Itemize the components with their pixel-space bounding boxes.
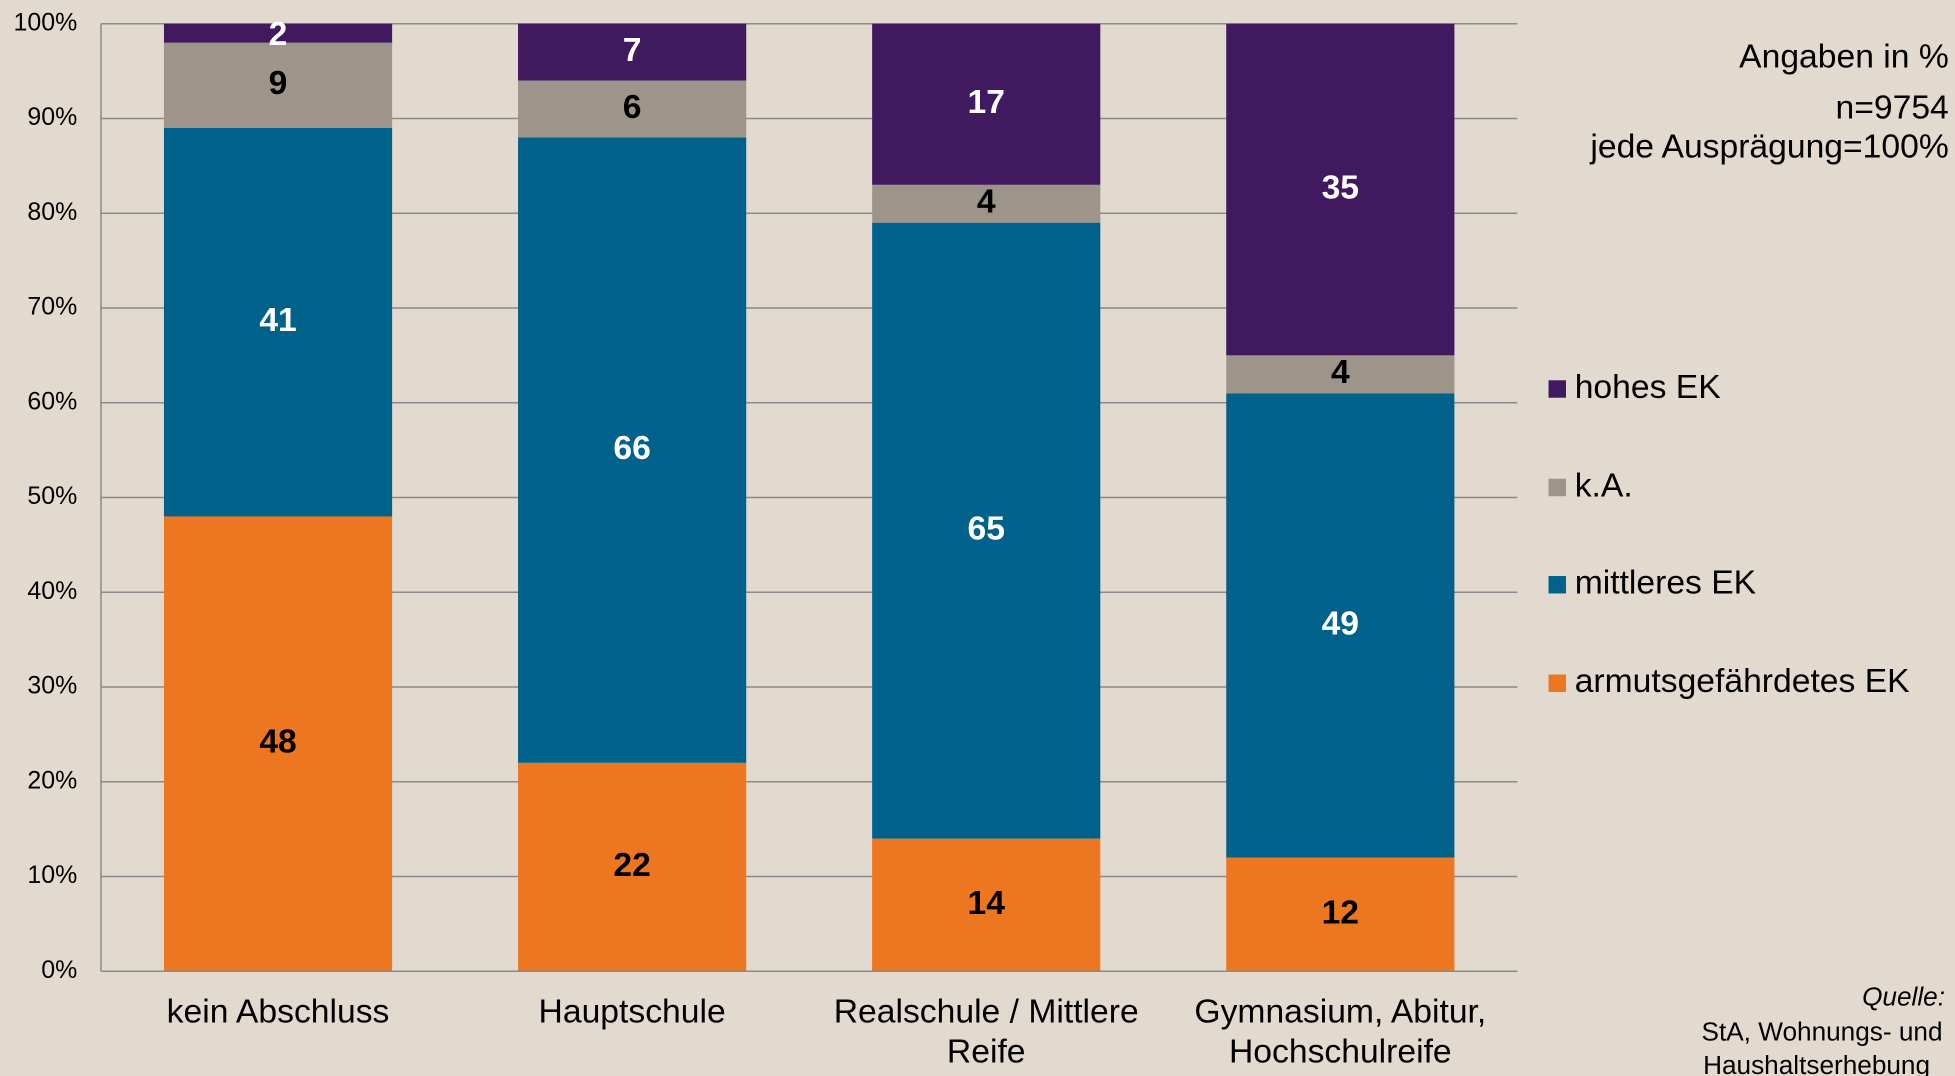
bar-segment bbox=[1226, 355, 1455, 394]
bar-segment bbox=[1226, 393, 1455, 858]
legend-swatch bbox=[1548, 478, 1566, 497]
y-tick-label: 70% bbox=[27, 293, 77, 321]
data-label: 41 bbox=[259, 302, 296, 339]
data-label: 66 bbox=[613, 430, 650, 467]
data-label: 48 bbox=[259, 724, 296, 761]
data-label: 14 bbox=[968, 885, 1006, 922]
x-tick-label-box: Realschule / Mittlere Reife bbox=[833, 992, 1139, 1070]
x-tick-label: Gymnasium, Abitur, Hochschulreife bbox=[1194, 992, 1487, 1070]
bar-segment bbox=[518, 23, 747, 81]
y-tick-label: 80% bbox=[27, 198, 77, 226]
bar-segment bbox=[872, 23, 1101, 185]
y-tick-label: 60% bbox=[27, 387, 77, 415]
y-tick-label: 100% bbox=[14, 8, 78, 36]
data-label: 65 bbox=[968, 511, 1005, 548]
data-label: 4 bbox=[1331, 354, 1350, 391]
data-label: 9 bbox=[269, 65, 288, 102]
bar-segment bbox=[163, 23, 393, 43]
y-tick-label: 40% bbox=[27, 577, 77, 605]
data-label: 4 bbox=[977, 184, 996, 221]
bar-segment bbox=[872, 838, 1101, 972]
bar-segment bbox=[163, 127, 393, 517]
legend-label: mittleres EK bbox=[1575, 565, 1757, 602]
y-tick-label: 10% bbox=[27, 861, 77, 889]
bar-segment bbox=[872, 184, 1101, 223]
data-label: 6 bbox=[623, 89, 642, 126]
legend-swatch bbox=[1548, 674, 1566, 692]
legend-swatch bbox=[1548, 380, 1566, 398]
data-label: 22 bbox=[613, 847, 650, 884]
annotation: jede Ausprägung=100% bbox=[1589, 128, 1948, 165]
x-tick-label-box: Hauptschule bbox=[538, 992, 726, 1030]
data-label: 35 bbox=[1322, 169, 1359, 206]
x-tick-label: Hauptschule bbox=[538, 992, 726, 1030]
data-label: 2 bbox=[269, 16, 288, 53]
y-tick-label: 90% bbox=[27, 103, 77, 131]
bar-segment bbox=[518, 762, 747, 972]
bar-segment bbox=[1226, 23, 1455, 356]
annotation: n=9754 bbox=[1836, 90, 1949, 127]
x-tick-label-box: Gymnasium, Abitur, Hochschulreife bbox=[1194, 992, 1487, 1070]
x-tick-label-box: kein Abschluss bbox=[166, 992, 390, 1030]
source: Haushaltserhebung bbox=[1703, 1050, 1930, 1076]
y-tick-label: 30% bbox=[27, 672, 77, 700]
x-tick-label: Realschule / Mittlere Reife bbox=[833, 992, 1139, 1070]
data-label: 17 bbox=[968, 84, 1005, 121]
data-label: 7 bbox=[623, 32, 642, 69]
bar-segment bbox=[163, 516, 393, 972]
bar-segment bbox=[518, 137, 747, 763]
legend-label: hohes EK bbox=[1575, 369, 1721, 406]
legend-swatch bbox=[1548, 576, 1566, 594]
y-tick-label: 20% bbox=[27, 766, 77, 794]
source: StA, Wohnungs- und bbox=[1702, 1017, 1943, 1047]
plot-area bbox=[163, 23, 1455, 972]
bar-segment bbox=[1226, 857, 1455, 972]
bar-segment bbox=[872, 222, 1101, 839]
source-label: Quelle: bbox=[1862, 982, 1945, 1012]
legend-label: armutsgefährdetes EK bbox=[1575, 663, 1910, 700]
annotation: Angaben in % bbox=[1739, 38, 1949, 75]
y-tick-label: 0% bbox=[41, 956, 77, 984]
data-label: 12 bbox=[1322, 894, 1359, 931]
data-label: 49 bbox=[1322, 605, 1359, 642]
y-tick-label: 50% bbox=[27, 482, 77, 510]
bar-segment bbox=[163, 42, 393, 128]
legend-label: k.A. bbox=[1575, 467, 1633, 504]
bar-segment bbox=[518, 80, 747, 138]
x-tick-label: kein Abschluss bbox=[166, 992, 390, 1030]
